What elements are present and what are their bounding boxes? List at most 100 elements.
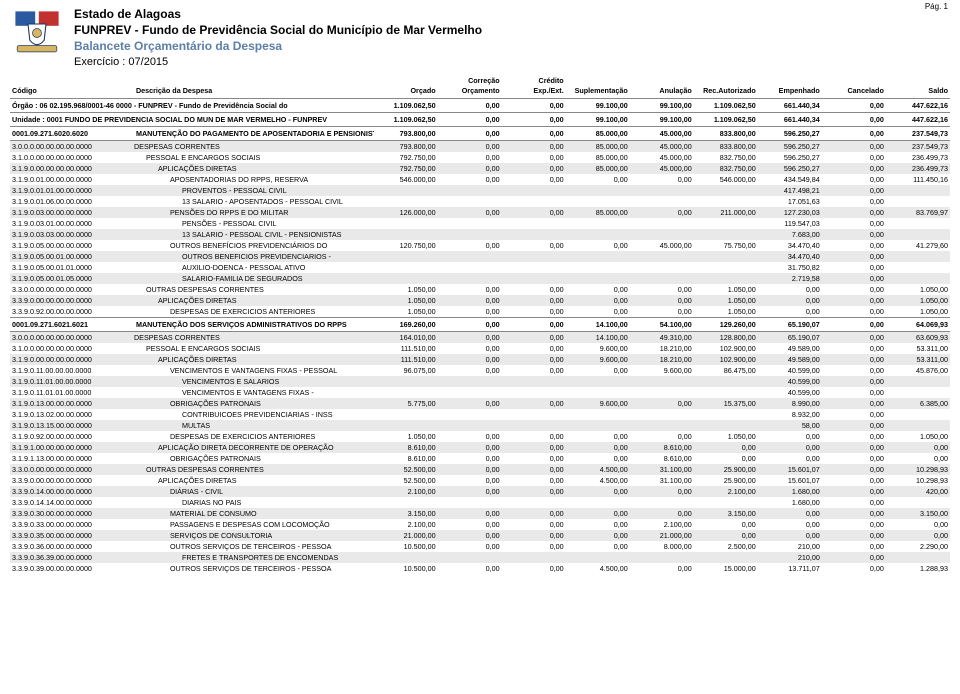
cell-value: 128.800,00 <box>694 332 758 344</box>
cell-value <box>438 420 502 431</box>
table-row: 3.3.9.0.33.00.00.00.0000 PASSAGENS E DES… <box>10 519 950 530</box>
cell-value <box>886 376 950 387</box>
row-desc: APLICAÇÕES DIRETAS <box>134 354 374 365</box>
cell-value: 0,00 <box>822 218 886 229</box>
cell-value: 49.310,00 <box>630 332 694 344</box>
row-desc: 13 SALARIO - PESSOAL CIVIL - PENSIONISTA… <box>134 229 374 240</box>
cell-value: 1.109.062,50 <box>694 113 758 127</box>
row-desc: OUTROS SERVIÇOS DE TERCEIROS - PESSOA <box>134 541 374 552</box>
col-orcamento: Orçamento <box>438 85 502 99</box>
cell-value: 2.100,00 <box>630 519 694 530</box>
header-line3: Balancete Orçamentário da Despesa <box>74 38 482 54</box>
cell-value: 10.500,00 <box>374 563 438 574</box>
cell-value: 0,00 <box>822 541 886 552</box>
table-row: 3.1.9.0.01.06.00.00.0000 13 SALARIO - AP… <box>10 196 950 207</box>
cell-value: 792.750,00 <box>374 163 438 174</box>
cell-value: 0,00 <box>822 464 886 475</box>
cell-value: 0,00 <box>822 113 886 127</box>
orgao-label: Órgão : 06 02.195.968/0001-46 0000 - FUN… <box>10 99 374 113</box>
cell-value: 9.600,00 <box>566 354 630 365</box>
cell-value: 169.260,00 <box>374 318 438 332</box>
cell-value: 0,00 <box>502 508 566 519</box>
state-coat-of-arms-icon <box>10 6 64 60</box>
cell-value: 1.680,00 <box>758 497 822 508</box>
cell-value: 52.500,00 <box>374 464 438 475</box>
cell-value: 0,00 <box>822 174 886 185</box>
cell-value <box>374 218 438 229</box>
cell-value: 0,00 <box>822 530 886 541</box>
row-desc: PROVENTOS - PESSOAL CIVIL <box>134 185 374 196</box>
cell-value: 0,00 <box>566 240 630 251</box>
row-code: 3.1.9.0.05.00.01.01.0000 <box>10 262 134 273</box>
col-saldo: Saldo <box>886 85 950 99</box>
cell-value: 1.050,00 <box>886 431 950 442</box>
cell-value: 40.599,00 <box>758 376 822 387</box>
header-line1: Estado de Alagoas <box>74 6 482 22</box>
table-row: 3.1.9.0.00.00.00.00.0000 APLICAÇÕES DIRE… <box>10 163 950 174</box>
cell-value: 99.100,00 <box>566 99 630 113</box>
cell-value: 9.600,00 <box>566 398 630 409</box>
cell-value: 0,00 <box>502 284 566 295</box>
table-row: 3.1.9.0.03.03.00.00.0000 13 SALARIO - PE… <box>10 229 950 240</box>
cell-value: 53.311,00 <box>886 343 950 354</box>
cell-value: 0,00 <box>886 442 950 453</box>
cell-value: 65.190,07 <box>758 332 822 344</box>
row-desc: OBRIGAÇÕES PATRONAIS <box>134 453 374 464</box>
table-row: 3.3.9.0.36.00.00.00.0000 OUTROS SERVIÇOS… <box>10 541 950 552</box>
cell-value: 0,00 <box>822 376 886 387</box>
cell-value: 85.000,00 <box>566 152 630 163</box>
cell-value: 119.547,03 <box>758 218 822 229</box>
cell-value <box>630 251 694 262</box>
cell-value <box>502 251 566 262</box>
row-code: 3.1.9.0.01.06.00.00.0000 <box>10 196 134 207</box>
cell-value: 45.000,00 <box>630 240 694 251</box>
row-desc: SERVIÇOS DE CONSULTORIA <box>134 530 374 541</box>
cell-value: 2.500,00 <box>694 541 758 552</box>
row-desc: DESPESAS CORRENTES <box>134 332 374 344</box>
cell-value <box>886 409 950 420</box>
cell-value: 1.680,00 <box>758 486 822 497</box>
table-row: 3.1.9.0.13.02.00.00.0000 CONTRIBUICOES P… <box>10 409 950 420</box>
cell-value: 8.932,00 <box>758 409 822 420</box>
table-row: 3.3.9.0.00.00.00.00.0000 APLICAÇÕES DIRE… <box>10 475 950 486</box>
table-row: 3.1.9.0.13.00.00.00.0000 OBRIGAÇÕES PATR… <box>10 398 950 409</box>
cell-value <box>374 497 438 508</box>
cell-value: 1.050,00 <box>374 284 438 295</box>
cell-value: 40.599,00 <box>758 387 822 398</box>
orgao-row: Órgão : 06 02.195.968/0001-46 0000 - FUN… <box>10 99 950 113</box>
row-desc: VENCIMENTOS E VANTAGENS FIXAS - <box>134 387 374 398</box>
cell-value <box>438 552 502 563</box>
row-code: 3.3.9.0.39.00.00.00.0000 <box>10 563 134 574</box>
budget-table: Correção Crédito Código Descrição da Des… <box>10 75 950 574</box>
cell-value: 54.100,00 <box>630 318 694 332</box>
cell-value: 0,00 <box>438 398 502 409</box>
cell-value: 0,00 <box>694 530 758 541</box>
cell-value: 0,00 <box>566 174 630 185</box>
row-code: 3.1.9.0.03.01.00.00.0000 <box>10 218 134 229</box>
col-empenhado: Empenhado <box>758 85 822 99</box>
cell-value <box>566 409 630 420</box>
table-row: 3.3.9.0.35.00.00.00.0000 SERVIÇOS DE CON… <box>10 530 950 541</box>
header-line2: FUNPREV - Fundo de Previdência Social do… <box>74 22 482 38</box>
col-super-correcao: Correção <box>438 75 502 85</box>
cell-value: 0,00 <box>822 240 886 251</box>
cell-value: 1.050,00 <box>694 431 758 442</box>
cell-value: 15.000,00 <box>694 563 758 574</box>
cell-value: 0,00 <box>438 354 502 365</box>
cell-value: 0,00 <box>566 365 630 376</box>
cell-value: 0,00 <box>822 409 886 420</box>
cell-value: 210,00 <box>758 552 822 563</box>
cell-value <box>886 196 950 207</box>
project-row: 0001.09.271.6021.6021 MANUTENÇÃO DOS SER… <box>10 318 950 332</box>
row-desc: AUXILIO-DOENCA - PESSOAL ATIVO <box>134 262 374 273</box>
cell-value: 99.100,00 <box>630 113 694 127</box>
cell-value: 0,00 <box>502 563 566 574</box>
cell-value: 0,00 <box>438 152 502 163</box>
cell-value <box>566 273 630 284</box>
row-code: 3.1.9.0.13.00.00.00.0000 <box>10 398 134 409</box>
row-desc: APLICAÇÕES DIRETAS <box>134 475 374 486</box>
row-code: 3.3.0.0.00.00.00.00.0000 <box>10 464 134 475</box>
cell-value: 41.279,60 <box>886 240 950 251</box>
cell-value: 0,00 <box>502 113 566 127</box>
cell-value: 0,00 <box>886 453 950 464</box>
